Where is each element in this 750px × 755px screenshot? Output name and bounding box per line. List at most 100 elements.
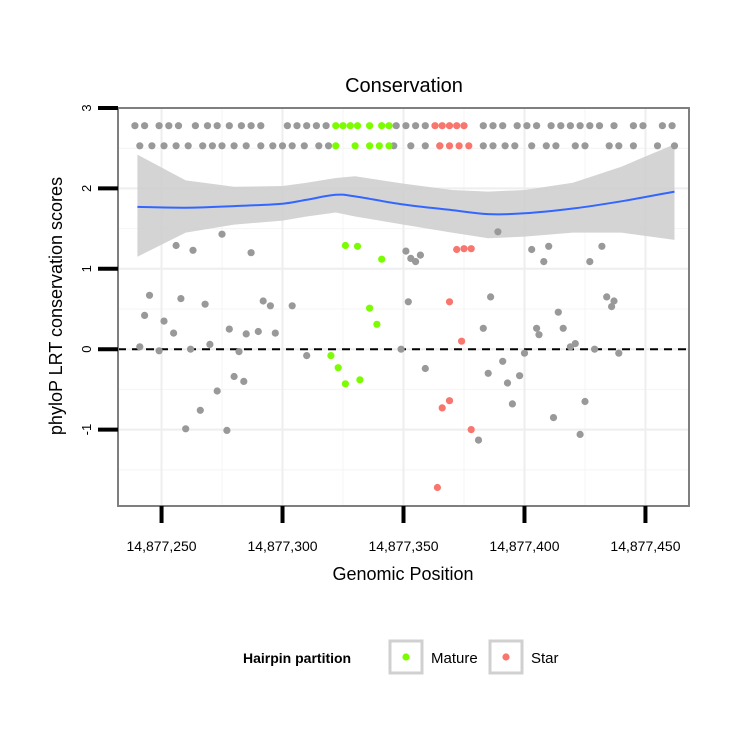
data-point-other: [421, 364, 429, 373]
data-point-other: [487, 293, 495, 301]
data-point-other: [177, 295, 185, 303]
data-point-other: [554, 308, 562, 316]
y-tick-label: 2: [79, 185, 94, 192]
data-point-other: [206, 340, 214, 348]
data-point-other: [412, 122, 420, 130]
data-point-other: [511, 142, 519, 150]
data-point-other: [312, 122, 320, 130]
data-point-other: [240, 377, 248, 385]
legend-marker-star: [502, 653, 510, 661]
data-point-star: [445, 397, 454, 405]
data-point-star: [431, 122, 439, 130]
data-point-other: [416, 251, 424, 259]
data-point-other: [225, 325, 233, 333]
data-point-mature: [385, 122, 393, 130]
data-point-other: [247, 122, 255, 130]
y-axis: 3 2 1 0 -1: [79, 104, 118, 435]
data-point-other: [576, 122, 584, 130]
data-point-other: [552, 142, 560, 150]
chart-title: Conservation: [345, 75, 463, 97]
data-point-star: [438, 404, 446, 412]
data-point-other: [293, 122, 301, 130]
data-point-other: [595, 122, 604, 130]
data-point-other: [145, 291, 154, 299]
data-point-mature: [378, 122, 386, 130]
data-point-other: [407, 142, 415, 150]
data-point-star: [458, 337, 466, 345]
smooth-line-group: [137, 190, 675, 216]
data-point-other: [576, 430, 584, 438]
data-point-mature: [366, 122, 374, 130]
data-point-other: [516, 372, 524, 380]
data-point-other: [542, 142, 550, 150]
data-point-other: [503, 379, 512, 387]
data-point-other: [479, 122, 487, 130]
data-point-other: [155, 122, 163, 130]
data-point-other: [528, 142, 536, 150]
data-point-other: [484, 369, 492, 377]
data-point-other: [141, 122, 149, 130]
data-point-other: [278, 142, 287, 150]
data-point-other: [610, 297, 618, 305]
data-point-other: [136, 142, 144, 150]
data-point-other: [136, 343, 144, 351]
data-point-mature: [346, 122, 354, 130]
data-point-other: [540, 258, 548, 266]
data-point-other: [523, 122, 531, 130]
data-point-star: [445, 142, 454, 150]
data-point-other: [658, 122, 667, 130]
data-point-other: [402, 122, 410, 130]
data-point-other: [235, 348, 243, 356]
data-point-other: [165, 122, 173, 130]
data-point-mature: [351, 142, 359, 150]
data-point-other: [508, 400, 516, 408]
data-point-mature: [356, 376, 364, 384]
data-point-other: [170, 329, 178, 337]
data-point-other: [629, 122, 638, 130]
legend-title: Hairpin partition: [243, 650, 351, 666]
data-point-other: [615, 142, 623, 150]
data-point-other: [242, 142, 250, 150]
data-point-other: [271, 329, 279, 337]
data-point-other: [266, 302, 274, 310]
data-point-star: [445, 298, 454, 306]
data-point-other: [559, 324, 567, 332]
data-point-other: [499, 357, 507, 365]
data-point-other: [566, 122, 575, 130]
data-point-other: [533, 122, 541, 130]
data-point-other: [557, 122, 565, 130]
data-point-other: [610, 122, 618, 130]
legend-entries: Mature Star: [388, 639, 559, 675]
data-point-other: [269, 142, 277, 150]
data-point-other: [549, 414, 558, 422]
data-point-other: [499, 122, 507, 130]
data-point-other: [520, 349, 529, 357]
data-point-other: [421, 142, 429, 150]
data-point-other: [223, 426, 231, 434]
data-point-other: [172, 142, 180, 150]
data-point-other: [639, 122, 647, 130]
data-point-mature: [341, 380, 349, 388]
data-point-other: [303, 352, 311, 360]
data-point-other: [494, 228, 502, 236]
data-point-mature: [327, 352, 335, 360]
data-point-other: [213, 387, 221, 395]
data-point-other: [489, 122, 497, 130]
data-point-mature: [353, 122, 362, 130]
data-point-other: [402, 247, 410, 255]
data-point-star: [460, 245, 468, 253]
data-point-star: [465, 142, 473, 150]
data-point-other: [615, 349, 623, 357]
data-point-mature: [373, 320, 381, 328]
data-point-mature: [353, 242, 362, 250]
data-point-other: [196, 406, 204, 414]
legend-label-star: Star: [531, 650, 559, 667]
data-point-other: [131, 122, 139, 130]
data-point-other: [254, 327, 262, 336]
x-tick-label: 14,877,400: [489, 538, 559, 554]
data-point-other: [668, 122, 676, 130]
x-axis: 14,877,250 14,877,300 14,877,350 14,877,400…: [127, 506, 681, 554]
x-axis-label: Genomic Position: [332, 564, 473, 584]
data-point-other: [501, 142, 509, 150]
data-point-other: [303, 122, 311, 130]
